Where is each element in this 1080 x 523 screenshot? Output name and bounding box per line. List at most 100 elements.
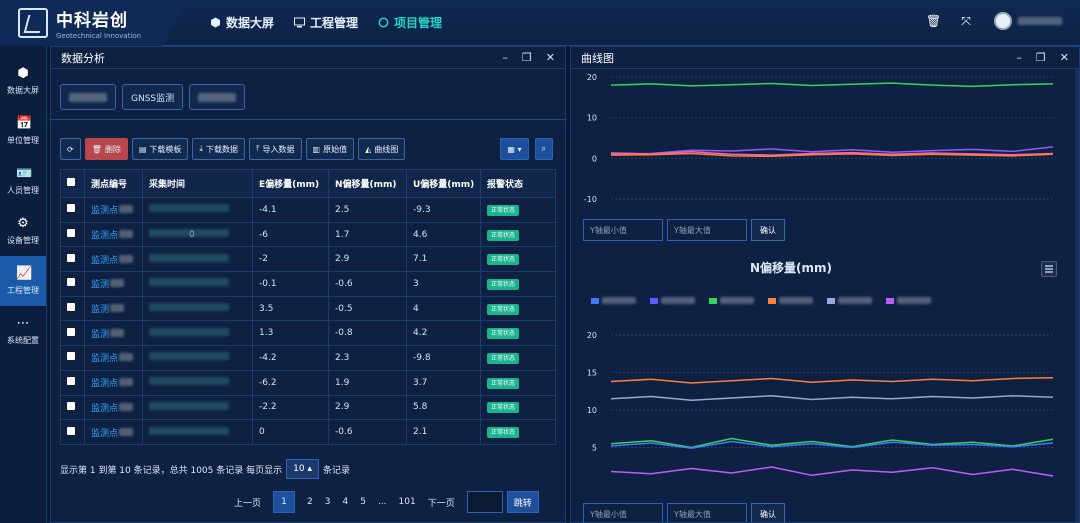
download-template-button[interactable]: ▤ 下载模板 — [131, 138, 189, 160]
table-row[interactable]: 监测 1.3 -0.8 4.2 正常状态 — [60, 320, 556, 347]
legend-item[interactable] — [591, 297, 636, 304]
import-data-button[interactable]: ⤒ 导入数据 — [248, 138, 302, 160]
close-icon[interactable]: ✕ — [545, 51, 555, 64]
legend-item[interactable] — [886, 297, 931, 304]
table-row[interactable]: 监测点 -6.2 1.9 3.7 正常状态 — [60, 369, 556, 396]
row-checkbox[interactable] — [60, 369, 85, 396]
username-redacted — [1018, 17, 1062, 25]
jump-button[interactable]: 跳转 — [506, 491, 539, 513]
point-id-link[interactable]: 监测点 — [84, 369, 143, 396]
column-header[interactable]: E偏移量(mm) — [252, 169, 329, 198]
sidebar-item-units[interactable]: 📅 单位管理 — [0, 106, 46, 156]
download-data-button[interactable]: ⤓ 下载数据 — [192, 138, 245, 160]
maximize-icon[interactable]: ❐ — [1035, 51, 1046, 64]
chart-icon: 📈 — [16, 265, 33, 281]
page-5[interactable]: 5 — [360, 497, 366, 507]
collect-time: 0 — [142, 221, 253, 248]
nav-item-project[interactable]: 项目管理 — [378, 14, 442, 31]
sidebar-item-engineering[interactable]: 📈 工程管理 — [0, 256, 46, 306]
table-row[interactable]: 监测 3.5 -0.5 4 正常状态 — [60, 295, 556, 322]
nav-item-dashboard[interactable]: 数据大屏 — [210, 14, 274, 31]
raw-value-button[interactable]: ▥ 原始值 — [305, 138, 355, 160]
table-row[interactable]: 监测点 -2.2 2.9 5.8 正常状态 — [60, 394, 556, 421]
row-checkbox[interactable] — [60, 419, 85, 445]
ymax-input-2[interactable]: Y轴最大值 — [667, 503, 747, 522]
ymin-input-2[interactable]: Y轴最小值 — [583, 503, 663, 522]
row-checkbox[interactable] — [60, 246, 85, 273]
sidebar-item-devices[interactable]: ⚙ 设备管理 — [0, 206, 46, 256]
collect-time — [142, 419, 253, 445]
jump-page-input[interactable] — [466, 491, 503, 513]
search-icon: ⌕ — [541, 144, 546, 153]
point-id-link[interactable]: 监测点 — [84, 394, 143, 421]
column-header[interactable]: N偏移量(mm) — [328, 169, 407, 198]
scrollbar[interactable] — [1075, 69, 1079, 522]
table-row[interactable]: 监测点 -2 2.9 7.1 正常状态 — [60, 246, 556, 273]
column-header[interactable]: 测点编号 — [84, 169, 143, 198]
page-1[interactable]: 1 — [273, 491, 296, 513]
column-header[interactable]: U偏移量(mm) — [406, 169, 481, 198]
sidebar-item-settings[interactable]: ⋯ 系统配置 — [0, 306, 46, 356]
table-row[interactable]: 监测点 -4.2 2.3 -9.8 正常状态 — [60, 345, 556, 371]
columns-button[interactable]: ▦ ▾ — [500, 138, 529, 160]
legend-item[interactable] — [827, 297, 872, 304]
legend-item[interactable] — [768, 297, 813, 304]
point-id-link[interactable]: 监测 — [84, 320, 143, 347]
page-4[interactable]: 4 — [342, 497, 349, 507]
confirm-button[interactable]: 确认 — [751, 219, 785, 241]
tab-redacted-2[interactable] — [189, 84, 246, 110]
page-size-select[interactable]: 10 ▴ — [286, 459, 319, 479]
curve-button[interactable]: ◭ 曲线图 — [358, 138, 406, 160]
tab-gnss[interactable]: GNSS监测 — [122, 84, 184, 110]
row-checkbox[interactable] — [60, 197, 85, 223]
ymax-input[interactable]: Y轴最大值 — [667, 219, 747, 241]
legend-item[interactable] — [709, 297, 754, 304]
search-button[interactable]: ⌕ — [534, 138, 553, 160]
row-checkbox[interactable] — [60, 271, 85, 297]
point-id-link[interactable]: 监测点 — [84, 246, 143, 273]
minimize-icon[interactable]: – — [502, 51, 508, 64]
table-row[interactable]: 监测点 0 -0.6 2.1 正常状态 — [60, 419, 556, 445]
prev-page-button[interactable]: 上一页 — [234, 498, 262, 509]
e-offset: -0.1 — [252, 271, 329, 297]
tab-redacted[interactable] — [60, 84, 116, 110]
point-id-link[interactable]: 监测点 — [84, 345, 143, 371]
fullscreen-icon[interactable]: ⤧ — [961, 14, 971, 28]
page-3[interactable]: 3 — [324, 497, 331, 507]
column-header[interactable]: 采集时间 — [142, 169, 253, 198]
point-id-link[interactable]: 监测点 — [84, 419, 143, 445]
row-checkbox[interactable] — [60, 345, 85, 371]
table-row[interactable]: 监测点 -4.1 2.5 -9.3 正常状态 — [60, 197, 556, 223]
point-id-link[interactable]: 监测 — [84, 295, 143, 322]
row-checkbox[interactable] — [60, 394, 85, 421]
avatar[interactable] — [994, 12, 1012, 30]
point-id-link[interactable]: 监测点 — [84, 197, 143, 223]
next-page-button[interactable]: 下一页 — [427, 498, 455, 509]
ymin-input[interactable]: Y轴最小值 — [583, 219, 663, 241]
point-id-link[interactable]: 监测 — [84, 271, 143, 297]
trash-icon[interactable]: 🗑 — [926, 14, 942, 28]
delete-button[interactable]: 🗑 删除 — [84, 138, 128, 160]
row-checkbox[interactable] — [60, 320, 85, 347]
chart-menu-icon[interactable] — [1041, 261, 1057, 277]
row-checkbox[interactable] — [60, 221, 85, 248]
upload-icon: ⤒ — [255, 144, 260, 153]
maximize-icon[interactable]: ❐ — [521, 51, 532, 64]
page-last[interactable]: 101 — [398, 497, 416, 507]
point-id-link[interactable]: 监测点 — [84, 221, 143, 248]
row-checkbox[interactable] — [60, 295, 85, 322]
sidebar-item-people[interactable]: 🪪 人员管理 — [0, 156, 46, 206]
sidebar-item-dashboard[interactable]: ⬢ 数据大屏 — [0, 56, 46, 106]
legend-item[interactable] — [650, 297, 695, 304]
table-row[interactable]: 监测 -0.1 -0.6 3 正常状态 — [60, 271, 556, 297]
column-header[interactable]: 报警状态 — [480, 169, 556, 198]
select-all-checkbox[interactable] — [60, 169, 85, 198]
logo: 中科岩创 Geotechnical Innovation — [18, 6, 141, 40]
confirm-button-2[interactable]: 确认 — [751, 503, 785, 522]
table-row[interactable]: 监测点 0 -6 1.7 4.6 正常状态 — [60, 221, 556, 248]
close-icon[interactable]: ✕ — [1059, 51, 1069, 64]
refresh-button[interactable]: ⟳ — [60, 138, 81, 160]
minimize-icon[interactable]: – — [1016, 51, 1022, 64]
page-2[interactable]: 2 — [307, 497, 313, 507]
nav-item-engineering[interactable]: 工程管理 — [294, 14, 358, 31]
